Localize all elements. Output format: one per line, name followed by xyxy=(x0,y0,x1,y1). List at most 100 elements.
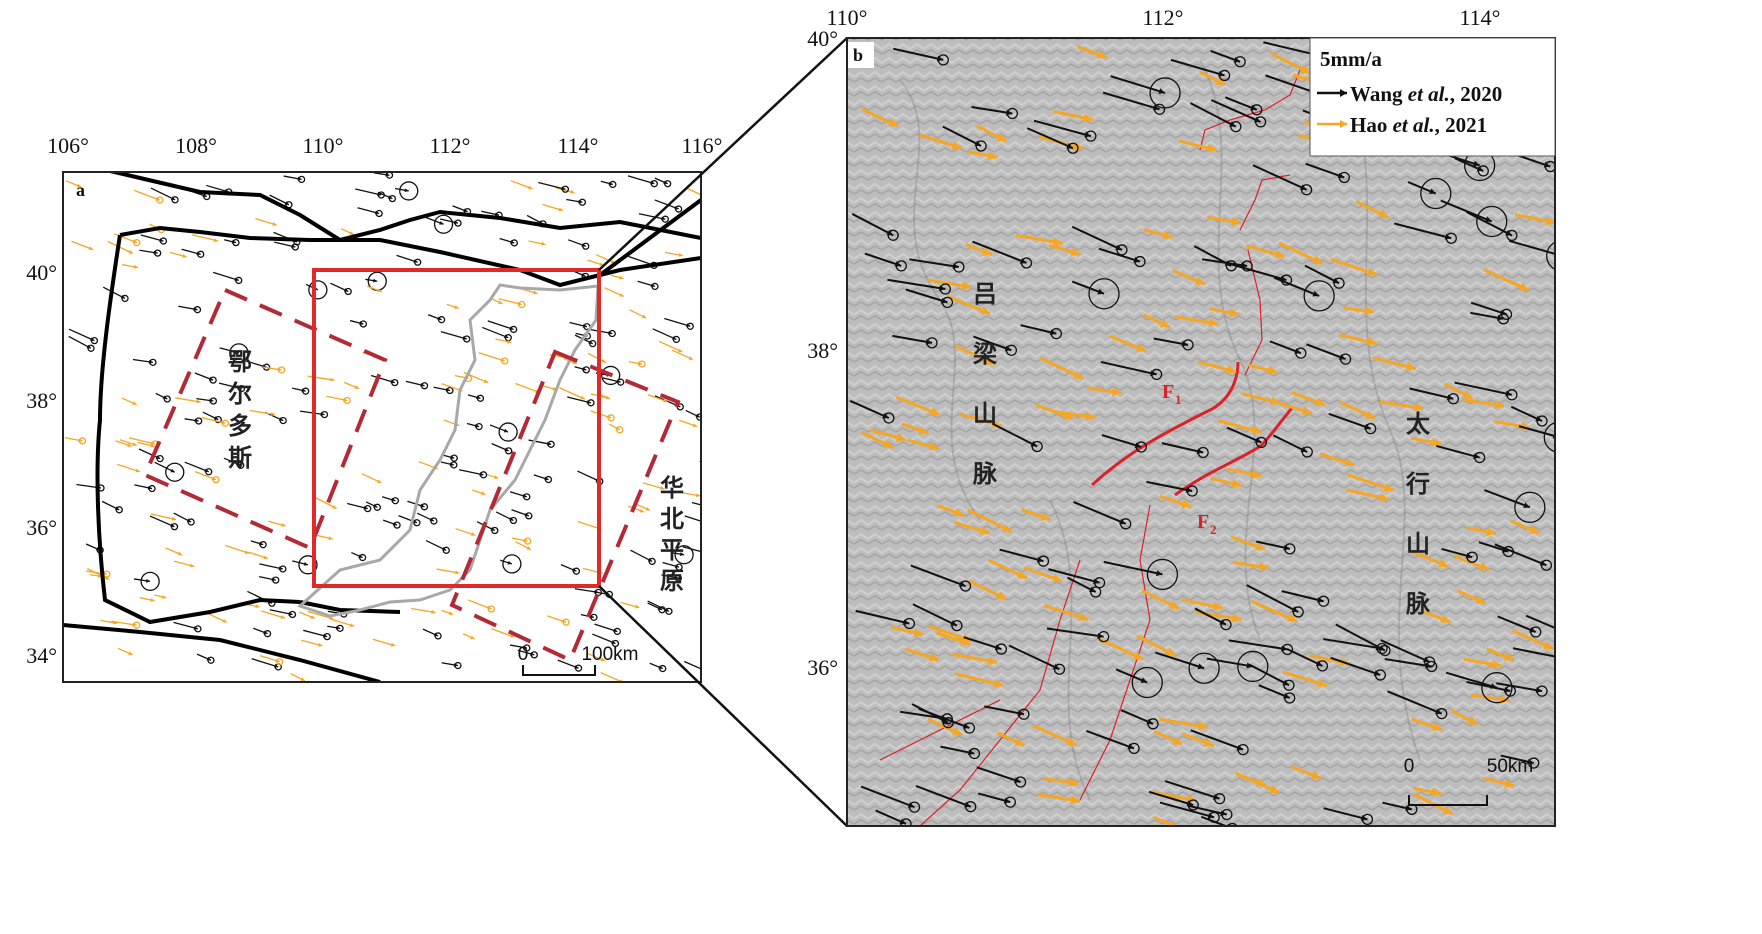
gps-vector xyxy=(855,609,910,625)
error-ellipse xyxy=(696,413,701,421)
error-ellipse xyxy=(1050,327,1062,340)
error-ellipse xyxy=(1436,708,1448,720)
gps-vector-head xyxy=(328,536,333,541)
gps-vectors-a xyxy=(64,172,728,682)
error-ellipse xyxy=(523,493,531,501)
gps-vector-head xyxy=(1545,216,1555,226)
lvliang-char: 梁 xyxy=(972,340,997,368)
gps-vector xyxy=(638,213,666,220)
gps-vector-head xyxy=(1068,778,1079,787)
error-ellipse xyxy=(393,521,401,529)
gps-vector-head xyxy=(349,623,355,628)
error-ellipse xyxy=(377,191,385,199)
error-ellipse xyxy=(1221,808,1233,821)
error-ellipse xyxy=(214,415,222,424)
error-ellipse xyxy=(617,378,625,386)
error-ellipse xyxy=(133,621,141,629)
error-ellipse xyxy=(187,518,195,526)
gps-vector xyxy=(487,320,514,331)
fault-f2-sub: 2 xyxy=(1210,522,1217,537)
gps-vector xyxy=(1323,807,1368,821)
gps-vector xyxy=(150,513,177,521)
error-ellipse xyxy=(1300,184,1313,196)
error-ellipse xyxy=(1093,577,1106,589)
gps-vector xyxy=(303,629,328,638)
error-ellipse xyxy=(479,471,488,479)
gps-vector-head xyxy=(1440,614,1451,623)
gps-vector-head xyxy=(985,356,996,365)
gps-vector xyxy=(1387,690,1443,715)
error-ellipse xyxy=(1504,685,1516,697)
huabei-char: 华 xyxy=(660,474,684,502)
gps-vector-head xyxy=(1431,787,1441,797)
error-ellipse xyxy=(212,476,220,484)
error-ellipse xyxy=(675,563,683,571)
gps-vector-head xyxy=(1491,659,1501,669)
error-ellipse xyxy=(1004,796,1016,808)
gps-vector xyxy=(984,705,1025,716)
gps-vector xyxy=(1466,211,1513,237)
error-ellipse xyxy=(1284,543,1296,555)
gps-vector-head xyxy=(1231,217,1241,226)
ordos-label: 鄂 尔 多 斯 xyxy=(228,348,252,472)
gps-vector xyxy=(1286,648,1323,667)
gps-vector xyxy=(1466,680,1511,693)
error-ellipse xyxy=(414,258,422,266)
lat-tick: 38° xyxy=(26,388,57,413)
gps-vector-head xyxy=(1478,562,1489,571)
gps-vector xyxy=(212,271,239,282)
error-ellipse xyxy=(650,180,658,188)
error-ellipse xyxy=(170,523,179,531)
error-ellipse xyxy=(1135,441,1147,453)
gps-vector xyxy=(683,660,701,670)
error-ellipse xyxy=(364,504,372,513)
gps-vector xyxy=(538,181,566,190)
error-ellipse xyxy=(272,576,280,584)
panel-b-letter-box xyxy=(848,42,874,68)
gps-vector xyxy=(652,328,677,341)
gps-vector-head xyxy=(1208,318,1219,327)
gps-vector xyxy=(976,766,1021,783)
error-ellipse xyxy=(587,399,595,407)
gps-vector xyxy=(1101,434,1142,448)
error-ellipse xyxy=(675,205,683,213)
error-ellipse xyxy=(434,632,442,640)
gps-vector-head xyxy=(928,652,939,662)
gps-vector xyxy=(892,334,933,344)
gps-vector-head xyxy=(895,433,906,442)
gps-vector xyxy=(1159,801,1215,819)
error-ellipse xyxy=(1303,280,1335,312)
gps-vector xyxy=(1073,501,1127,525)
error-ellipse xyxy=(1085,130,1097,142)
gps-vector-head xyxy=(98,573,103,578)
gps-vector-head xyxy=(720,261,724,265)
error-ellipse xyxy=(968,747,981,760)
gps-vector xyxy=(1164,780,1220,800)
fault-label-f2: F 2 xyxy=(1197,511,1217,537)
gps-vector xyxy=(574,588,599,594)
error-ellipse xyxy=(1088,278,1120,310)
error-ellipse xyxy=(939,283,951,295)
error-ellipse xyxy=(722,261,728,267)
panel-b-letter: b xyxy=(853,45,863,65)
error-ellipse xyxy=(1528,757,1540,769)
lvliang-char: 吕 xyxy=(973,280,997,308)
gps-vector-head xyxy=(161,595,167,599)
error-ellipse xyxy=(193,306,202,314)
gps-vector xyxy=(201,416,226,424)
gps-vector xyxy=(999,548,1044,563)
gps-vector xyxy=(1272,434,1308,453)
gps-vector-head xyxy=(1462,390,1473,399)
gps-vector xyxy=(307,610,334,620)
gps-vector-head xyxy=(132,401,137,405)
gps-vector-head xyxy=(1251,469,1262,479)
gps-vector-head xyxy=(1254,542,1265,551)
gps-vector-head xyxy=(601,359,607,363)
error-ellipse xyxy=(900,818,912,826)
gps-vector xyxy=(1497,615,1537,633)
gps-vector xyxy=(1436,444,1480,459)
gps-vector xyxy=(330,618,355,627)
error-ellipse xyxy=(574,664,583,672)
error-ellipse xyxy=(703,520,709,526)
gps-vector xyxy=(87,568,110,580)
